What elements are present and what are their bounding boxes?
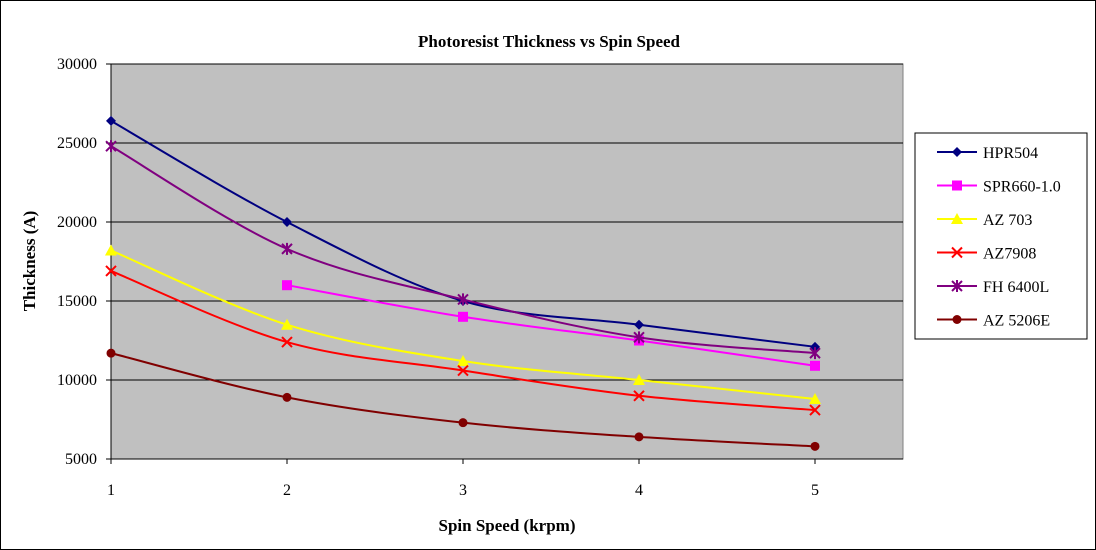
y-tick-label: 30000	[57, 56, 97, 73]
data-point	[633, 374, 645, 385]
data-point	[810, 441, 820, 451]
series-az7908	[105, 265, 821, 416]
data-point	[633, 331, 645, 344]
data-point	[634, 432, 644, 442]
legend-label: HPR504	[983, 145, 1038, 162]
data-point	[809, 347, 821, 360]
data-point	[282, 217, 292, 227]
y-tick-label: 20000	[57, 214, 97, 231]
series-fh-6400l	[105, 140, 821, 360]
legend-item: AZ 5206E	[937, 313, 1050, 330]
y-tick-label: 15000	[57, 293, 97, 310]
data-point	[633, 390, 645, 402]
legend-label: AZ7908	[983, 246, 1036, 263]
data-point	[282, 392, 292, 402]
x-tick-label: 1	[107, 482, 115, 499]
y-axis-ticks: 5000 10000 15000 20000 25000 30000	[57, 56, 111, 468]
y-tick-label: 5000	[65, 451, 97, 468]
legend-item: SPR660-1.0	[937, 179, 1061, 196]
data-point	[105, 140, 117, 153]
legend-item: FH 6400L	[937, 279, 1049, 296]
series-line	[286, 284, 816, 367]
legend-marker	[952, 180, 962, 191]
legend-marker	[952, 315, 962, 324]
legend-item: AZ7908	[937, 246, 1036, 263]
data-point	[105, 265, 117, 277]
data-point	[281, 336, 293, 348]
series-az-703	[105, 244, 821, 404]
grid-lines	[110, 63, 903, 460]
data-point	[105, 244, 117, 256]
data-point	[282, 280, 292, 291]
chart-title: Photoresist Thickness vs Spin Speed	[418, 32, 681, 51]
legend-marker	[951, 213, 963, 224]
legend-label: AZ 703	[983, 212, 1032, 229]
series-az-5206e	[106, 348, 820, 451]
data-point	[809, 404, 821, 416]
legend-marker	[952, 147, 962, 157]
x-tick-label: 5	[811, 482, 819, 499]
data-point	[634, 319, 644, 330]
data-point	[457, 355, 469, 367]
legend: HPR504 SPR660-1.0 AZ 703 AZ7908 FH 6400L AZ 5…	[914, 132, 1088, 340]
y-axis-label: Thickness (A)	[20, 211, 39, 312]
data-point	[809, 392, 821, 404]
y-tick-label: 25000	[57, 135, 97, 152]
data-point	[810, 360, 820, 371]
data-point	[106, 348, 116, 358]
data-point	[457, 364, 469, 377]
legend-label: SPR660-1.0	[983, 179, 1061, 196]
x-tick-label: 2	[283, 482, 291, 499]
x-axis-ticks: 1 2 3 4 5	[107, 459, 819, 499]
legend-item: AZ 703	[937, 212, 1032, 229]
data-point	[281, 318, 293, 330]
y-tick-label: 10000	[57, 372, 97, 389]
legend-item: HPR504	[937, 145, 1038, 162]
data-point	[106, 115, 116, 126]
legend-box	[914, 132, 1088, 340]
x-tick-label: 4	[635, 482, 643, 499]
data-point	[458, 311, 468, 322]
legend-marker	[951, 280, 963, 292]
x-axis-label: Spin Speed (krpm)	[439, 516, 576, 535]
data-point	[281, 242, 293, 255]
legend-label: FH 6400L	[983, 279, 1049, 296]
legend-label: AZ 5206E	[983, 313, 1050, 330]
legend-marker	[951, 246, 963, 259]
x-tick-label: 3	[459, 482, 467, 499]
plot-area	[110, 63, 904, 460]
data-point	[457, 293, 469, 306]
data-point	[458, 418, 468, 428]
series-lines	[105, 115, 821, 451]
